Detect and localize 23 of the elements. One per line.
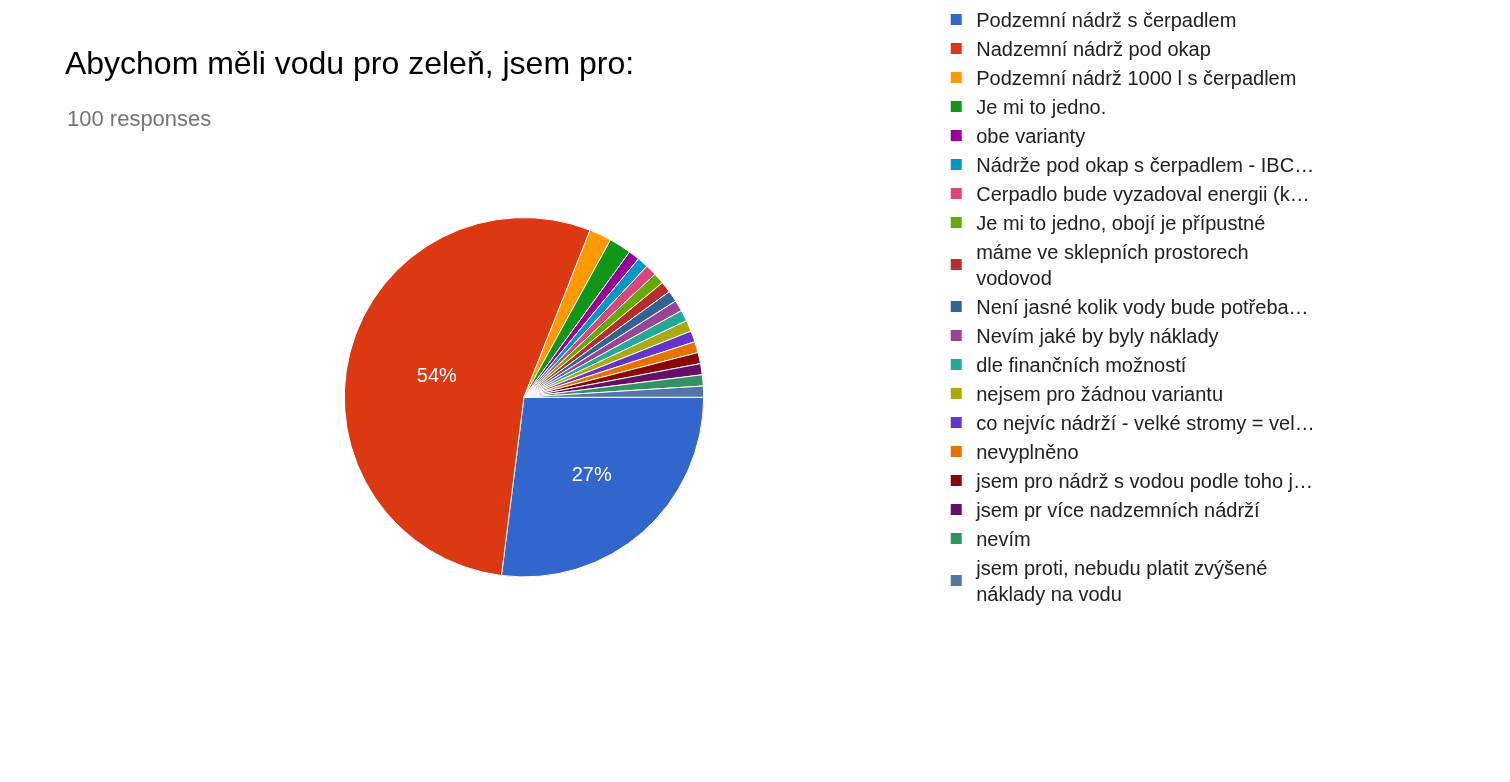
legend-label: Je mi to jedno, obojí je přípustné <box>976 212 1266 235</box>
text: 100 responses <box>67 106 212 131</box>
legend-label: obe varianty <box>976 125 1086 148</box>
data-label: 54% <box>416 363 458 386</box>
legend-label: nevím <box>976 528 1031 551</box>
legend-label: Cerpadlo bude vyzadoval energii (k… <box>976 183 1310 206</box>
text: Abychom měli vodu pro zeleň, jsem pro: <box>64 44 635 81</box>
legend-label: Nádrže pod okap s čerpadlem - IBC… <box>976 154 1315 177</box>
legend-label: co nejvíc nádrží - velké stromy = vel… <box>976 412 1315 435</box>
legend-label: dle finančních možností <box>976 354 1187 377</box>
legend-label: máme ve sklepních prostorech vodovod <box>976 241 1249 290</box>
legend-label: nevyplněno <box>976 441 1079 464</box>
legend-label: Nevím jaké by byly náklady <box>976 325 1219 348</box>
legend-label: Není jasné kolik vody bude potřeba… <box>976 296 1309 319</box>
legend-label: Nadzemní nádrž pod okap <box>976 38 1211 61</box>
legend-label: jsem proti, nebudu platit zvýšené náklady na vodu <box>975 557 1268 606</box>
legend-label: nejsem pro žádnou variantu <box>976 383 1224 406</box>
legend-label: Podzemní nádrž 1000 l s čerpadlem <box>976 67 1297 90</box>
data-label: 27% <box>571 463 612 486</box>
legend-label: jsem pro nádrž s vodou podle toho j… <box>975 470 1314 493</box>
legend-label: Podzemní nádrž s čerpadlem <box>976 9 1237 32</box>
legend-label: jsem pr více nadzemních nádrží <box>975 499 1261 522</box>
legend-label: Je mi to jedno. <box>976 96 1107 119</box>
